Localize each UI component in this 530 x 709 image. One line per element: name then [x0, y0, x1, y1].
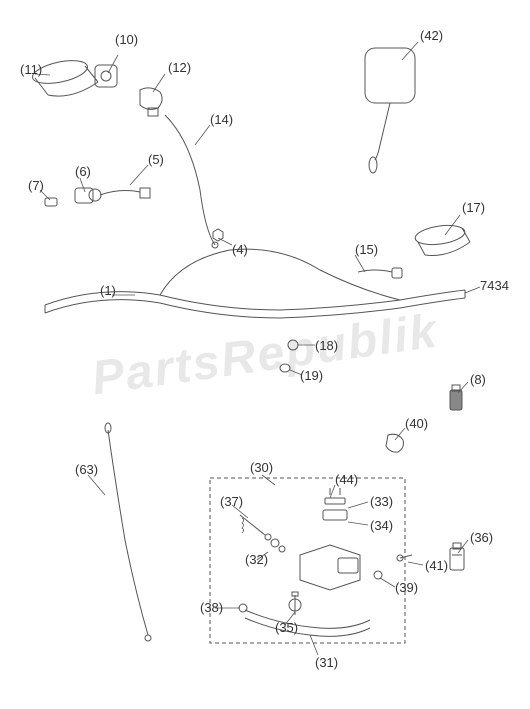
callout-38: (38) [200, 600, 223, 615]
callout-19: (19) [300, 368, 323, 383]
callout-42: (42) [420, 28, 443, 43]
callout-4: (4) [232, 242, 248, 257]
leader-lines [0, 0, 530, 709]
callout-17: (17) [462, 200, 485, 215]
callout-10: (10) [115, 32, 138, 47]
callout-63: (63) [75, 462, 98, 477]
callout-15: (15) [355, 242, 378, 257]
callout-40: (40) [405, 416, 428, 431]
callout-37: (37) [220, 494, 243, 509]
callout-5: (5) [148, 152, 164, 167]
callout-32: (32) [245, 552, 268, 567]
callout-41: (41) [425, 558, 448, 573]
callout-30: (30) [250, 460, 273, 475]
callout-39: (39) [395, 580, 418, 595]
callout-31: (31) [315, 655, 338, 670]
callout-12: (12) [168, 60, 191, 75]
callout-11: (11) [20, 62, 42, 77]
callout-1: (1) [100, 283, 116, 298]
exploded-diagram: PartsRepublik [0, 0, 530, 709]
callout-33: (33) [370, 494, 393, 509]
callout-18: (18) [315, 338, 338, 353]
callout-34: (34) [370, 518, 393, 533]
callout-7434: 7434 [480, 278, 509, 293]
callout-44: (44) [335, 472, 358, 487]
callout-36: (36) [470, 530, 493, 545]
callout-8: (8) [470, 372, 486, 387]
callout-35: (35) [275, 620, 298, 635]
callout-14: (14) [210, 112, 233, 127]
callout-6: (6) [75, 164, 91, 179]
callout-7: (7) [28, 178, 44, 193]
